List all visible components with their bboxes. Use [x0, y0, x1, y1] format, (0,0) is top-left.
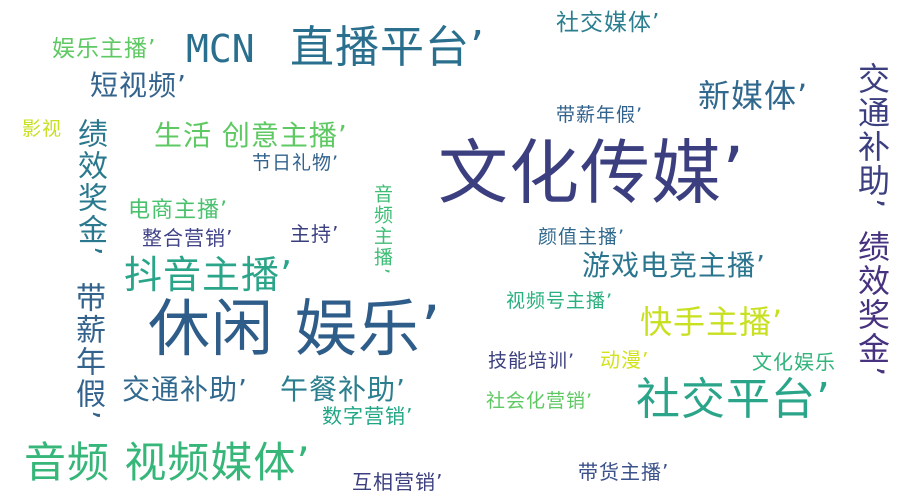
- word-shejiao-pingtai: 社交平台’: [636, 374, 831, 425]
- word-yingshi: 影视: [22, 118, 63, 140]
- word-jixiao-jiangjin-left: 绩效奖金’: [72, 118, 107, 258]
- word-yinpin-zhubo: 音频主播’: [371, 184, 393, 277]
- word-youxi-dianjing-zhubo: 游戏电竞主播’: [582, 249, 766, 282]
- word-duan-shipin: 短视频’: [90, 69, 187, 102]
- word-douyin-zhubo: 抖音主播’: [124, 253, 294, 297]
- word-wucan-buzhu: 午餐补助’: [280, 373, 406, 406]
- word-huxiang-yingxiao: 互相营销’: [352, 470, 444, 494]
- word-mcn: MCN: [186, 27, 255, 71]
- word-jiaotong-buzhu-right: 交通补助’: [853, 62, 891, 211]
- word-zhenghe-yingxiao: 整合营销’: [142, 226, 234, 250]
- word-kuaishou-zhubo: 快手主播’: [640, 303, 784, 341]
- word-shenghuo-chuangyi-zhubo: 生活 创意主播’: [154, 119, 348, 152]
- word-wenhua-chuanmei: 文化传媒’: [438, 132, 746, 214]
- word-shipinhao-zhubo: 视频号主播’: [506, 290, 614, 312]
- word-jiaotong-buzhu: 交通补助’: [122, 373, 248, 406]
- word-shuzi-yingxiao: 数字营销’: [322, 404, 414, 428]
- word-zhuchi: 主持’: [290, 222, 340, 246]
- word-zhibo-pingtai: 直播平台’: [290, 22, 485, 73]
- word-yinpin-shipin-meiti: 音频 视频媒体’: [24, 438, 311, 487]
- word-daihuo-zhubo: 带货主播’: [578, 460, 670, 484]
- word-yule-zhubo: 娱乐主播’: [52, 36, 157, 62]
- word-xin-meiti: 新媒体’: [698, 77, 809, 115]
- word-jieri-liwu: 节日礼物’: [252, 152, 340, 174]
- word-jineng-peixun: 技能培训’: [488, 350, 576, 372]
- word-dianshang-zhubo: 电商主播’: [128, 198, 228, 223]
- word-daixin-nianjia-top: 带薪年假’: [556, 104, 644, 126]
- word-shejiao-meiti: 社交媒体’: [556, 10, 661, 36]
- word-dongman: 动漫’: [600, 348, 650, 372]
- word-daixin-nianjia-left: 带薪年假’: [70, 282, 105, 422]
- word-wenhua-yule: 文化娱乐: [752, 350, 836, 374]
- word-shehuihua-yingxiao: 社会化营销’: [486, 390, 594, 412]
- word-jixiao-jiangjin-right: 绩效奖金’: [853, 230, 891, 379]
- word-yanzhi-zhubo: 颜值主播’: [538, 226, 626, 248]
- word-xiuxian-yule: 休闲 娱乐’: [148, 292, 442, 365]
